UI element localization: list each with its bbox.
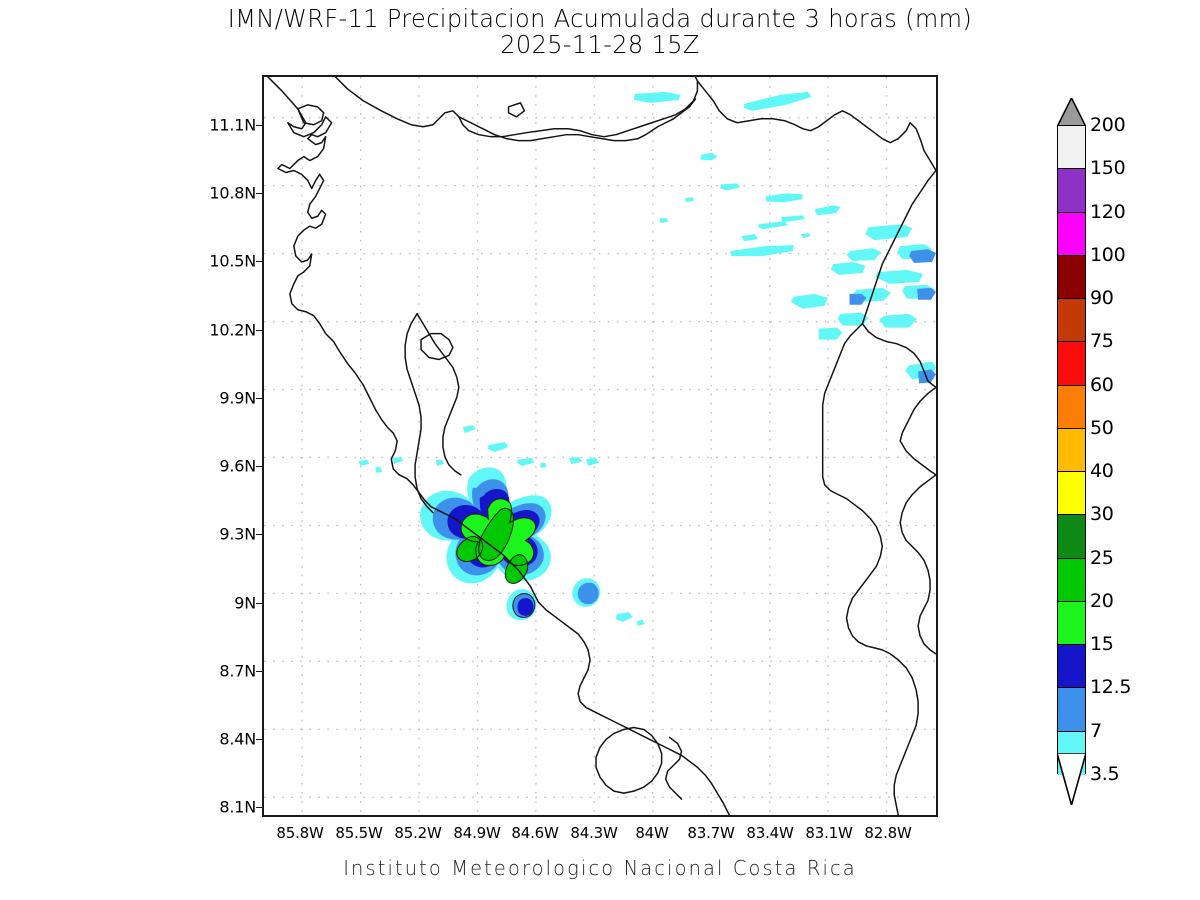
title-line-1: IMN/WRF-11 Precipitacion Acumulada duran… <box>227 4 973 33</box>
y-tick-label: 10.2N <box>209 320 256 340</box>
x-tick-label: 85.2W <box>394 824 442 842</box>
y-tick-mark <box>256 193 263 194</box>
y-tick-label: 9.6N <box>219 456 256 476</box>
colorbar-band-25[interactable] <box>1058 558 1085 602</box>
y-tick-label: 11.1N <box>209 115 256 135</box>
colorbar-label-75: 75 <box>1090 330 1114 353</box>
colorbar-top-arrow-outline <box>1057 98 1086 127</box>
y-tick-label: 8.1N <box>219 797 256 817</box>
y-tick-mark <box>256 398 263 399</box>
y-tick-label: 10.8N <box>209 183 256 203</box>
y-tick-mark <box>256 603 263 604</box>
y-tick-mark <box>256 671 263 672</box>
x-tick-label: 83.7W <box>687 824 735 842</box>
colorbar-label-40: 40 <box>1090 460 1114 483</box>
x-tick-label: 84.9W <box>453 824 501 842</box>
x-tick-label: 83.4W <box>746 824 794 842</box>
footer-caption: Instituto Meteorologico Nacional Costa R… <box>343 856 857 880</box>
colorbar-label-12.5: 12.5 <box>1090 676 1132 699</box>
colorbar-band-20[interactable] <box>1058 601 1085 646</box>
y-tick-label: 10.5N <box>209 251 256 271</box>
y-tick-mark <box>256 261 263 262</box>
map-plot-area[interactable] <box>262 75 938 817</box>
colorbar-band-200[interactable] <box>1058 126 1085 170</box>
colorbar-legend[interactable]: 200 150 120 100 90 75 60 50 40 30 25 20 15 12.5 7 3.5 <box>1057 98 1131 805</box>
colorbar-label-3.5: 3.5 <box>1090 763 1120 785</box>
chart-title: IMN/WRF-11 Precipitacion Acumulada duran… <box>0 4 1200 60</box>
colorbar-label-100: 100 <box>1090 243 1126 266</box>
colorbar-label-7: 7 <box>1090 719 1102 742</box>
y-tick-mark <box>256 125 263 126</box>
colorbar-top-arrow <box>1057 98 1085 127</box>
colorbar-band-90[interactable] <box>1058 299 1085 343</box>
colorbar-band-120[interactable] <box>1058 212 1085 256</box>
colorbar-label-150: 150 <box>1090 157 1126 180</box>
y-tick-label: 8.7N <box>219 661 256 681</box>
y-tick-label: 8.4N <box>219 729 256 749</box>
coastline-border-layer <box>266 77 936 815</box>
x-tick-label: 84.3W <box>570 824 618 842</box>
x-tick-label: 85.5W <box>335 824 383 842</box>
colorbar-band-150[interactable] <box>1058 169 1085 213</box>
colorbar-label-90: 90 <box>1090 287 1114 310</box>
colorbar-band-100[interactable] <box>1058 255 1085 300</box>
colorbar-band-15[interactable] <box>1058 645 1085 689</box>
x-tick-label: 85.8W <box>276 824 324 842</box>
title-line-2: 2025-11-28 15Z <box>500 30 700 60</box>
colorbar-label-15: 15 <box>1090 633 1114 656</box>
colorbar-label-20: 20 <box>1090 589 1114 612</box>
y-tick-label: 9N <box>234 593 256 613</box>
colorbar-band-30[interactable] <box>1058 515 1085 559</box>
colorbar-label-120: 120 <box>1090 200 1126 223</box>
colorbar-label-60: 60 <box>1090 373 1114 396</box>
colorbar-label-200: 200 <box>1090 114 1126 136</box>
y-tick-mark <box>256 807 263 808</box>
x-tick-label: 84.6W <box>511 824 559 842</box>
y-tick-mark <box>256 466 263 467</box>
colorbar-band-40[interactable] <box>1058 472 1085 516</box>
precipitation-contour-layer <box>358 91 936 627</box>
y-tick-mark <box>256 534 263 535</box>
colorbar-band-60[interactable] <box>1058 385 1085 429</box>
y-tick-label: 9.9N <box>219 388 256 408</box>
colorbar-label-25: 25 <box>1090 546 1114 569</box>
x-tick-label: 82.8W <box>864 824 912 842</box>
y-tick-mark <box>256 739 263 740</box>
colorbar-label-30: 30 <box>1090 503 1114 526</box>
colorbar-band-50[interactable] <box>1058 428 1085 473</box>
colorbar-band-75[interactable] <box>1058 342 1085 386</box>
y-tick-label: 9.3N <box>219 524 256 544</box>
x-tick-label: 83.1W <box>805 824 853 842</box>
x-tick-label: 84W <box>635 824 669 842</box>
colorbar-bottom-arrow <box>1057 753 1086 805</box>
colorbar-label-50: 50 <box>1090 416 1114 439</box>
colorbar-bands[interactable] <box>1057 125 1086 775</box>
y-tick-mark <box>256 330 263 331</box>
colorbar-band-12.5[interactable] <box>1058 688 1085 732</box>
